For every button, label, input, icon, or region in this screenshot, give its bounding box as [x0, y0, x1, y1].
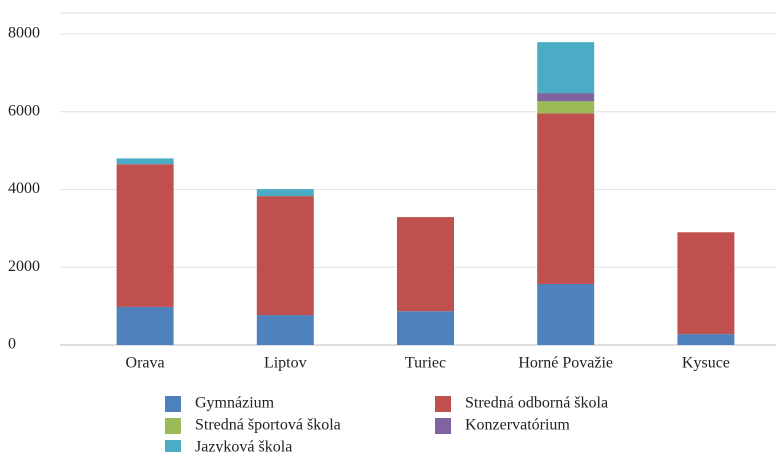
legend-swatch: [435, 418, 451, 434]
bar-segment: [537, 93, 595, 102]
x-tick-label: Kysuce: [682, 355, 730, 372]
bar-segment: [256, 189, 314, 197]
y-tick-label: 0: [8, 336, 16, 353]
bar-segment: [116, 164, 174, 307]
legend-label: Stredná športová škola: [195, 417, 341, 434]
legend-label: Jazyková škola: [195, 439, 292, 452]
x-tick-label: Orava: [126, 355, 165, 372]
bar-segment: [537, 101, 595, 114]
legend-swatch: [165, 418, 181, 434]
y-tick-label: 8000: [8, 25, 40, 42]
bar-segment: [256, 315, 314, 345]
y-tick-label: 6000: [8, 102, 40, 119]
bar-segment: [256, 196, 314, 316]
x-tick-label: Turiec: [405, 355, 446, 372]
bar-segment: [397, 217, 454, 312]
bar-segment: [537, 42, 595, 94]
x-tick-label: Horné Považie: [518, 355, 613, 372]
legend-label: Stredná odborná škola: [465, 395, 608, 412]
bar-segment: [116, 306, 174, 345]
bar-segment: [116, 158, 174, 165]
bar-segment: [537, 283, 595, 345]
legend-swatch: [165, 440, 181, 452]
legend-label: Gymnázium: [195, 395, 275, 412]
bar-segment: [397, 311, 454, 345]
y-tick-label: 2000: [8, 258, 40, 275]
legend-swatch: [435, 396, 451, 412]
legend-swatch: [165, 396, 181, 412]
bar-segment: [677, 334, 735, 345]
legend-label: Konzervatórium: [465, 417, 570, 434]
x-tick-label: Liptov: [264, 355, 307, 372]
y-tick-label: 4000: [8, 180, 40, 197]
bar-segment: [537, 113, 595, 284]
bar-segment: [677, 232, 735, 335]
